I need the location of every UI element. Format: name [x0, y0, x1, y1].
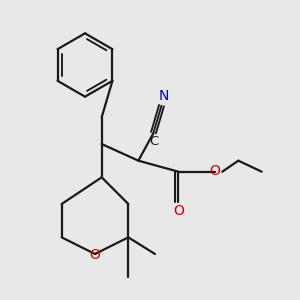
- Text: O: O: [90, 248, 101, 262]
- Text: O: O: [173, 204, 184, 218]
- Text: N: N: [158, 89, 169, 103]
- Text: O: O: [210, 164, 220, 178]
- Text: C: C: [149, 135, 159, 148]
